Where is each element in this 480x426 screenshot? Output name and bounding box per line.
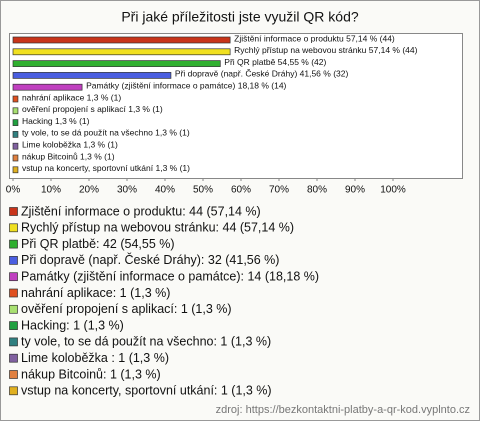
legend-label: Zjištění informace o produktu: 44 (57,14… <box>21 204 261 218</box>
value-label: Památky (zjištění informace o památce) 1… <box>86 80 286 90</box>
legend-label: Rychlý přístup na webovou stránku: 44 (5… <box>21 221 294 235</box>
bar <box>12 154 19 162</box>
legend-label: Při QR platbě: 42 (54,55 %) <box>21 237 175 251</box>
bar <box>12 60 221 67</box>
legend-label: nahrání aplikace: 1 (1,3 %) <box>21 286 170 300</box>
legend-label: vstup na koncerty, sportovní utkání: 1 (… <box>21 384 272 398</box>
x-tick-label: 20% <box>79 185 99 196</box>
value-label: Při dopravě (např. České Dráhy) 41,56 % … <box>175 69 349 79</box>
legend-label: Při dopravě (např. České Dráhy): 32 (41,… <box>21 252 279 267</box>
bar <box>12 142 19 150</box>
bar <box>12 119 19 126</box>
legend-swatch <box>9 304 18 314</box>
x-tick-label: 0% <box>6 185 21 196</box>
legend-swatch <box>9 223 18 233</box>
bar <box>12 36 231 44</box>
bar <box>12 95 19 103</box>
value-label: nahrání aplikace 1,3 % (1) <box>22 92 121 102</box>
legend-label: ověření propojení s aplikací: 1 (1,3 %) <box>21 302 232 316</box>
value-label: Rychlý přístup na webovou stránku 57,14 … <box>234 45 417 55</box>
value-label: nákup Bitcoinů 1,3 % (1) <box>22 151 115 161</box>
x-tick-label: 30% <box>117 185 137 196</box>
x-tick-label: 40% <box>155 185 175 196</box>
legend-swatch <box>9 272 18 282</box>
x-tick-label: 100% <box>380 185 406 196</box>
chart-title: Při jaké příležitosti jste využil QR kód… <box>121 9 359 25</box>
x-tick-label: 90% <box>345 185 365 196</box>
value-label: ověření propojení s aplikací 1,3 % (1) <box>22 104 163 114</box>
value-label: Lime koloběžka 1,3 % (1) <box>22 139 118 149</box>
source: zdroj: https://bezkontaktni-platby-a-qr-… <box>216 404 470 416</box>
bar <box>12 48 231 56</box>
legend-swatch <box>9 288 18 298</box>
value-label: vstup na koncerty, sportovní utkání 1,3 … <box>22 163 190 173</box>
x-tick-label: 50% <box>193 185 213 196</box>
plot-area <box>9 33 463 179</box>
bar <box>12 83 83 91</box>
legend-label: ty vole, to se dá použít na všechno: 1 (… <box>21 335 271 349</box>
legend-label: Lime koloběžka : 1 (1,3 %) <box>21 351 169 365</box>
x-tick-label: 10% <box>41 185 61 196</box>
x-tick-label: 70% <box>269 185 289 196</box>
legend-swatch <box>9 337 18 347</box>
legend-swatch <box>9 370 18 379</box>
bar <box>12 72 172 79</box>
x-tick-label: 60% <box>231 185 251 196</box>
bar <box>12 166 19 174</box>
value-label: Při QR platbě 54,55 % (42) <box>224 57 326 67</box>
value-label: Hacking 1,3 % (1) <box>22 116 90 126</box>
x-tick-label: 80% <box>307 185 327 196</box>
legend-label: nákup Bitcoinů: 1 (1,3 %) <box>21 367 161 381</box>
legend-label: Hacking: 1 (1,3 %) <box>21 318 124 332</box>
legend-swatch <box>9 239 18 249</box>
legend-swatch <box>9 207 18 216</box>
bar <box>12 107 19 115</box>
legend-swatch <box>9 386 18 396</box>
bar <box>12 131 19 138</box>
legend-swatch <box>9 353 18 363</box>
legend-label: Památky (zjištění informace o památce): … <box>21 269 319 283</box>
legend-swatch <box>9 321 18 330</box>
legend-swatch <box>9 256 18 265</box>
value-label: Zjištění informace o produktu 57,14 % (4… <box>234 33 395 43</box>
value-label: ty vole, to se dá použít na všechno 1,3 … <box>22 128 190 138</box>
